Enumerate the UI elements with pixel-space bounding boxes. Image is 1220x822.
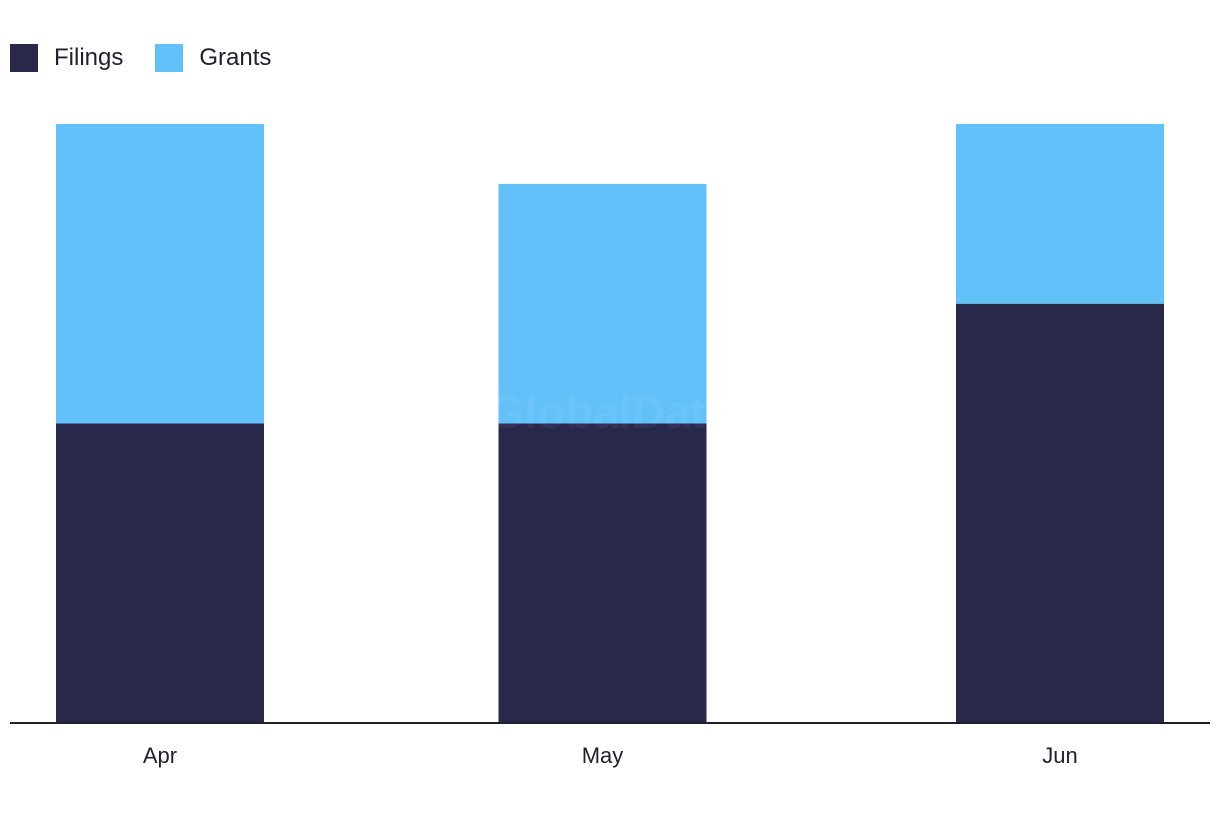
x-tick-label-may: May bbox=[582, 743, 624, 768]
chart-legend: Filings Grants bbox=[10, 44, 303, 72]
bar-filings-may bbox=[498, 423, 707, 723]
x-tick-labels: Apr May Jun bbox=[143, 743, 1078, 768]
legend-item-filings: Filings bbox=[10, 44, 123, 72]
x-tick-label-apr: Apr bbox=[143, 743, 177, 768]
legend-label-grants: Grants bbox=[199, 44, 272, 71]
bar-grants-jun bbox=[956, 124, 1164, 304]
bars-group bbox=[56, 124, 1164, 723]
bar-grants-apr bbox=[56, 124, 264, 424]
legend-swatch-filings bbox=[10, 44, 38, 72]
x-tick-label-jun: Jun bbox=[1042, 743, 1077, 768]
watermark: GlobalData bbox=[489, 386, 732, 438]
bar-filings-apr bbox=[56, 423, 264, 723]
legend-label-filings: Filings bbox=[54, 44, 124, 71]
legend-item-grants: Grants bbox=[155, 44, 271, 72]
bar-filings-jun bbox=[956, 303, 1164, 723]
bar-grants-may bbox=[498, 183, 707, 424]
legend-swatch-grants bbox=[155, 44, 184, 72]
